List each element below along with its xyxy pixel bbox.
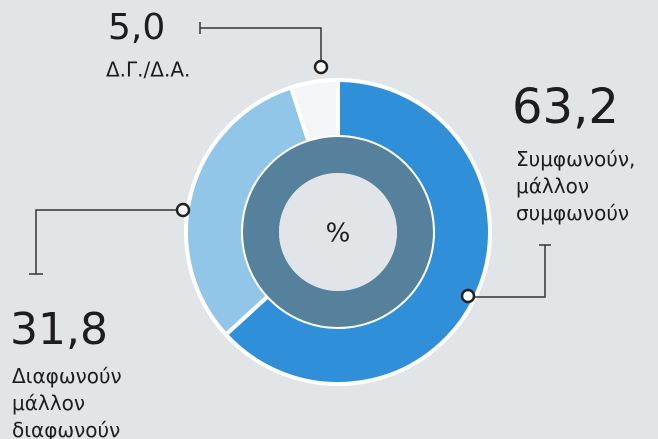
label-line: μάλλον [12, 391, 85, 415]
label-line: μάλλον [516, 174, 589, 198]
value-label: 63,2 [512, 79, 619, 135]
category-label: Δ.Γ./Δ.Α. [106, 58, 190, 82]
value-label: 31,8 [10, 304, 108, 355]
leader-dot [462, 290, 474, 302]
label-line: Συμφωνούν, [516, 147, 635, 171]
chart: % 5,0 Δ.Γ./Δ.Α. 63,2 Συμφωνούν, μάλλον συμ… [0, 0, 658, 439]
leader-dot [177, 204, 189, 216]
value-label: 5,0 [108, 7, 165, 48]
label-line: Διαφωνούν [12, 364, 122, 388]
page: % 5,0 Δ.Γ./Δ.Α. 63,2 Συμφωνούν, μάλλον συμ… [0, 0, 658, 439]
label-line: διαφωνούν [12, 418, 120, 439]
label-line: συμφωνούν [516, 201, 629, 225]
center-label: % [326, 219, 351, 249]
leader-dot [315, 61, 327, 73]
